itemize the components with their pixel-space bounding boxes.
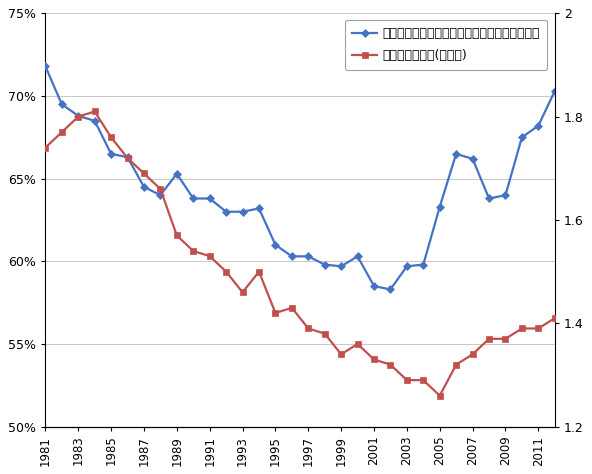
フルタイム・パートタイム時間あたり賃金比率 bbox=[42, 64, 49, 69]
フルタイム・パートタイム時間あたり賃金比率 bbox=[223, 209, 230, 215]
合計特殊出生率(右目盛) bbox=[387, 362, 394, 367]
フルタイム・パートタイム時間あたり賃金比率 bbox=[58, 101, 65, 107]
合計特殊出生率(右目盛) bbox=[239, 290, 246, 295]
合計特殊出生率(右目盛) bbox=[272, 310, 279, 316]
フルタイム・パートタイム時間あたり賃金比率 bbox=[354, 254, 361, 259]
合計特殊出生率(右目盛) bbox=[58, 129, 65, 135]
フルタイム・パートタイム時間あたり賃金比率 bbox=[305, 254, 312, 259]
合計特殊出生率(右目盛) bbox=[288, 305, 295, 310]
フルタイム・パートタイム時間あたり賃金比率 bbox=[140, 184, 147, 190]
フルタイム・パートタイム時間あたり賃金比率 bbox=[469, 156, 476, 162]
Line: フルタイム・パートタイム時間あたり賃金比率: フルタイム・パートタイム時間あたり賃金比率 bbox=[43, 64, 558, 292]
合計特殊出生率(右目盛) bbox=[173, 233, 181, 238]
Line: 合計特殊出生率(右目盛): 合計特殊出生率(右目盛) bbox=[43, 109, 558, 399]
フルタイム・パートタイム時間あたり賃金比率 bbox=[387, 287, 394, 292]
合計特殊出生率(右目盛) bbox=[321, 331, 328, 337]
合計特殊出生率(右目盛) bbox=[502, 336, 509, 342]
フルタイム・パートタイム時間あたり賃金比率 bbox=[535, 123, 542, 128]
フルタイム・パートタイム時間あたり賃金比率 bbox=[436, 204, 443, 210]
フルタイム・パートタイム時間あたり賃金比率 bbox=[124, 155, 131, 160]
合計特殊出生率(右目盛) bbox=[157, 186, 164, 192]
合計特殊出生率(右目盛) bbox=[436, 393, 443, 399]
フルタイム・パートタイム時間あたり賃金比率 bbox=[485, 196, 493, 201]
合計特殊出生率(右目盛) bbox=[469, 351, 476, 357]
フルタイム・パートタイム時間あたり賃金比率 bbox=[272, 242, 279, 247]
合計特殊出生率(右目盛) bbox=[485, 336, 493, 342]
合計特殊出生率(右目盛) bbox=[75, 114, 82, 119]
合計特殊出生率(右目盛) bbox=[206, 253, 213, 259]
フルタイム・パートタイム時間あたり賃金比率 bbox=[453, 151, 460, 157]
フルタイム・パートタイム時間あたり賃金比率 bbox=[551, 88, 558, 94]
合計特殊出生率(右目盛) bbox=[354, 341, 361, 347]
合計特殊出生率(右目盛) bbox=[189, 248, 197, 254]
合計特殊出生率(右目盛) bbox=[223, 269, 230, 274]
合計特殊出生率(右目盛) bbox=[403, 377, 410, 383]
フルタイム・パートタイム時間あたり賃金比率 bbox=[91, 118, 98, 124]
フルタイム・パートタイム時間あたり賃金比率 bbox=[255, 206, 262, 211]
フルタイム・パートタイム時間あたり賃金比率 bbox=[371, 283, 378, 289]
合計特殊出生率(右目盛) bbox=[140, 171, 147, 176]
合計特殊出生率(右目盛) bbox=[371, 356, 378, 362]
フルタイム・パートタイム時間あたり賃金比率 bbox=[108, 151, 115, 157]
合計特殊出生率(右目盛) bbox=[91, 109, 98, 114]
フルタイム・パートタイム時間あたり賃金比率 bbox=[75, 113, 82, 118]
フルタイム・パートタイム時間あたり賃金比率 bbox=[420, 262, 427, 267]
フルタイム・パートタイム時間あたり賃金比率 bbox=[519, 135, 526, 140]
フルタイム・パートタイム時間あたり賃金比率 bbox=[337, 264, 345, 269]
フルタイム・パートタイム時間あたり賃金比率 bbox=[157, 192, 164, 198]
フルタイム・パートタイム時間あたり賃金比率 bbox=[288, 254, 295, 259]
フルタイム・パートタイム時間あたり賃金比率 bbox=[403, 264, 410, 269]
合計特殊出生率(右目盛) bbox=[305, 326, 312, 331]
合計特殊出生率(右目盛) bbox=[420, 377, 427, 383]
合計特殊出生率(右目盛) bbox=[453, 362, 460, 367]
フルタイム・パートタイム時間あたり賃金比率 bbox=[321, 262, 328, 267]
フルタイム・パートタイム時間あたり賃金比率 bbox=[206, 196, 213, 201]
合計特殊出生率(右目盛) bbox=[535, 326, 542, 331]
合計特殊出生率(右目盛) bbox=[337, 351, 345, 357]
フルタイム・パートタイム時間あたり賃金比率 bbox=[189, 196, 197, 201]
合計特殊出生率(右目盛) bbox=[124, 155, 131, 161]
合計特殊出生率(右目盛) bbox=[519, 326, 526, 331]
フルタイム・パートタイム時間あたり賃金比率 bbox=[502, 192, 509, 198]
Legend: フルタイム・パートタイム時間あたり賃金比率, 合計特殊出生率(右目盛): フルタイム・パートタイム時間あたり賃金比率, 合計特殊出生率(右目盛) bbox=[345, 20, 547, 70]
合計特殊出生率(右目盛) bbox=[255, 269, 262, 274]
フルタイム・パートタイム時間あたり賃金比率 bbox=[239, 209, 246, 215]
合計特殊出生率(右目盛) bbox=[108, 135, 115, 140]
合計特殊出生率(右目盛) bbox=[42, 145, 49, 151]
フルタイム・パートタイム時間あたり賃金比率 bbox=[173, 171, 181, 176]
合計特殊出生率(右目盛) bbox=[551, 315, 558, 321]
